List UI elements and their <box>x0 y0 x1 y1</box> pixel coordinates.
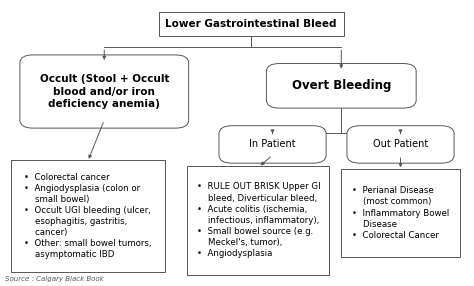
Text: Occult (Stool + Occult
blood and/or iron
deficiency anemia): Occult (Stool + Occult blood and/or iron… <box>39 74 169 109</box>
Text: •  Perianal Disease
    (most common)
•  Inflammatory Bowel
    Disease
•  Color: • Perianal Disease (most common) • Infla… <box>352 186 449 240</box>
FancyBboxPatch shape <box>347 126 454 163</box>
Text: Lower Gastrointestinal Bleed: Lower Gastrointestinal Bleed <box>165 19 337 29</box>
Text: Source : Calgary Black Book: Source : Calgary Black Book <box>5 276 103 282</box>
FancyBboxPatch shape <box>341 169 460 257</box>
FancyBboxPatch shape <box>187 166 329 275</box>
Text: •  Colorectal cancer
•  Angiodysplasia (colon or
    small bowel)
•  Occult UGI : • Colorectal cancer • Angiodysplasia (co… <box>24 172 151 259</box>
FancyBboxPatch shape <box>10 160 165 272</box>
FancyBboxPatch shape <box>159 12 344 36</box>
Text: In Patient: In Patient <box>249 140 296 149</box>
Text: •  RULE OUT BRISK Upper GI
    bleed, Diverticular bleed,
•  Acute colitis (isch: • RULE OUT BRISK Upper GI bleed, Diverti… <box>197 182 320 258</box>
FancyBboxPatch shape <box>266 63 416 108</box>
FancyBboxPatch shape <box>219 126 326 163</box>
FancyBboxPatch shape <box>20 55 189 128</box>
Text: Out Patient: Out Patient <box>373 140 428 149</box>
Text: Overt Bleeding: Overt Bleeding <box>292 79 391 92</box>
